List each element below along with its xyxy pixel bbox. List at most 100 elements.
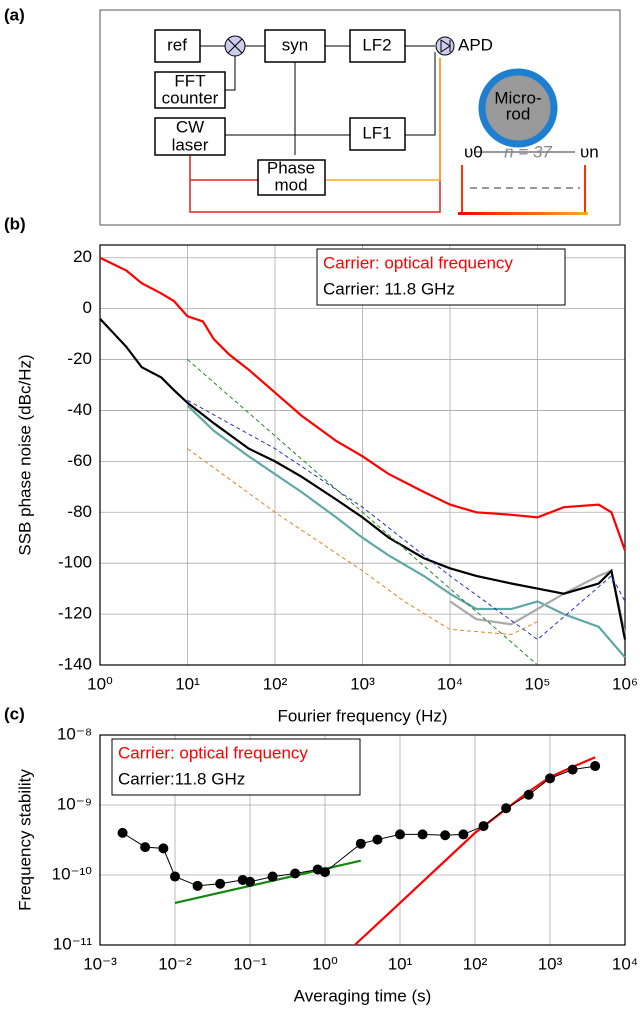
y-tick-label: -60 xyxy=(67,451,92,470)
legend-entry: Carrier: optical frequency xyxy=(323,253,513,272)
plot-frame xyxy=(99,244,626,666)
node-label: rod xyxy=(506,104,531,123)
panel-label: (a) xyxy=(4,5,25,24)
y-tick-label: 10⁻¹¹ xyxy=(53,934,93,953)
baseline xyxy=(458,212,588,215)
x-tick-label: 10⁻³ xyxy=(83,954,117,973)
x-tick-label: 10¹ xyxy=(175,674,200,693)
marker xyxy=(523,789,534,800)
marker xyxy=(140,842,151,853)
y-tick-label: 10⁻⁹ xyxy=(57,794,92,813)
marker xyxy=(478,821,489,832)
y-tick-label: -40 xyxy=(67,400,92,419)
series-line xyxy=(99,256,627,551)
marker xyxy=(458,829,469,840)
legend-entry: Carrier:11.8 GHz xyxy=(118,769,245,788)
marker xyxy=(395,829,405,840)
plot-frame xyxy=(99,734,626,946)
y-tick-label: 0 xyxy=(83,298,92,317)
series-line xyxy=(186,404,626,659)
y-tick-label: 10⁻¹⁰ xyxy=(52,864,93,883)
node-label: mod xyxy=(274,175,307,194)
marker xyxy=(267,871,278,882)
node-label: APD xyxy=(458,35,493,54)
x-tick-label: 10⁰ xyxy=(87,674,113,693)
marker xyxy=(501,803,512,814)
x-tick-label: 10⁰ xyxy=(312,954,338,973)
node-label: LF1 xyxy=(362,123,391,142)
legend-box xyxy=(111,738,361,796)
series-line xyxy=(187,448,538,636)
comb-lines xyxy=(461,165,586,214)
marker xyxy=(545,773,555,784)
x-tick-label: 10¹ xyxy=(388,954,413,973)
marker xyxy=(590,761,601,772)
legend-entry: Carrier: 11.8 GHz xyxy=(323,279,455,298)
x-tick-label: 10² xyxy=(263,674,288,693)
marker xyxy=(245,876,255,887)
legend-box xyxy=(316,248,566,306)
y-axis-title: SSB phase noise (dBc/Hz) xyxy=(15,354,34,555)
x-axis-title: Averaging time (s) xyxy=(294,986,432,1005)
x-tick-label: 10² xyxy=(463,954,488,973)
panel-label: (c) xyxy=(4,704,25,723)
y-tick-label: 20 xyxy=(73,247,92,266)
marker xyxy=(117,827,128,838)
node-label: syn xyxy=(282,35,308,54)
legend-entry: Carrier: optical frequency xyxy=(118,743,308,762)
x-axis-title: Fourier frequency (Hz) xyxy=(277,706,447,725)
node-label: ref xyxy=(167,35,187,54)
x-tick-label: 10⁴ xyxy=(612,954,638,973)
spectrum-label: n = 37 xyxy=(504,142,552,161)
x-tick-label: 10⁻² xyxy=(158,954,192,973)
box xyxy=(264,29,326,63)
node-label: counter xyxy=(162,88,219,107)
box xyxy=(349,117,406,151)
box xyxy=(349,29,406,63)
marker xyxy=(320,867,330,878)
marker xyxy=(290,868,301,879)
apd xyxy=(435,36,455,56)
spectrum-label: υn xyxy=(580,142,599,161)
marker xyxy=(417,829,428,840)
orange-fiber xyxy=(325,58,441,181)
series-line xyxy=(187,399,626,641)
box xyxy=(154,29,201,63)
marker xyxy=(170,871,180,882)
node-label: FFT xyxy=(174,71,205,90)
mixer-x xyxy=(227,38,243,54)
box xyxy=(257,159,326,196)
x-tick-label: 10⁻¹ xyxy=(233,954,267,973)
y-tick-label: -20 xyxy=(67,349,92,368)
marker xyxy=(567,764,578,775)
series-line xyxy=(187,359,538,666)
node-label: Micro- xyxy=(494,88,541,107)
box xyxy=(154,71,226,109)
marker xyxy=(192,880,203,891)
box xyxy=(154,117,226,156)
panel-label: (b) xyxy=(4,214,26,233)
series-line xyxy=(174,859,362,904)
diagram: (a) ref syn LF2 APD FFT counter CW laser… xyxy=(4,5,621,226)
y-tick-label: -100 xyxy=(58,553,92,572)
marker xyxy=(158,843,169,854)
marker xyxy=(440,830,451,841)
diagram-frame xyxy=(99,9,621,226)
y-tick-label: -140 xyxy=(58,654,92,673)
node-label: laser xyxy=(172,135,209,154)
series-line xyxy=(99,318,627,640)
marker xyxy=(355,838,366,849)
x-tick-label: 10³ xyxy=(350,674,375,693)
node-label: Phase xyxy=(267,158,315,177)
x-tick-label: 10³ xyxy=(538,954,563,973)
marker xyxy=(372,834,383,845)
node-label: LF2 xyxy=(362,35,391,54)
diode xyxy=(440,39,451,53)
x-tick-label: 10⁴ xyxy=(437,674,463,693)
node-label: CW xyxy=(176,117,204,136)
x-tick-label: 10⁵ xyxy=(525,674,551,693)
y-tick-label: -120 xyxy=(58,604,92,623)
x-tick-label: 10⁶ xyxy=(612,674,638,693)
micro-rod xyxy=(478,68,558,148)
